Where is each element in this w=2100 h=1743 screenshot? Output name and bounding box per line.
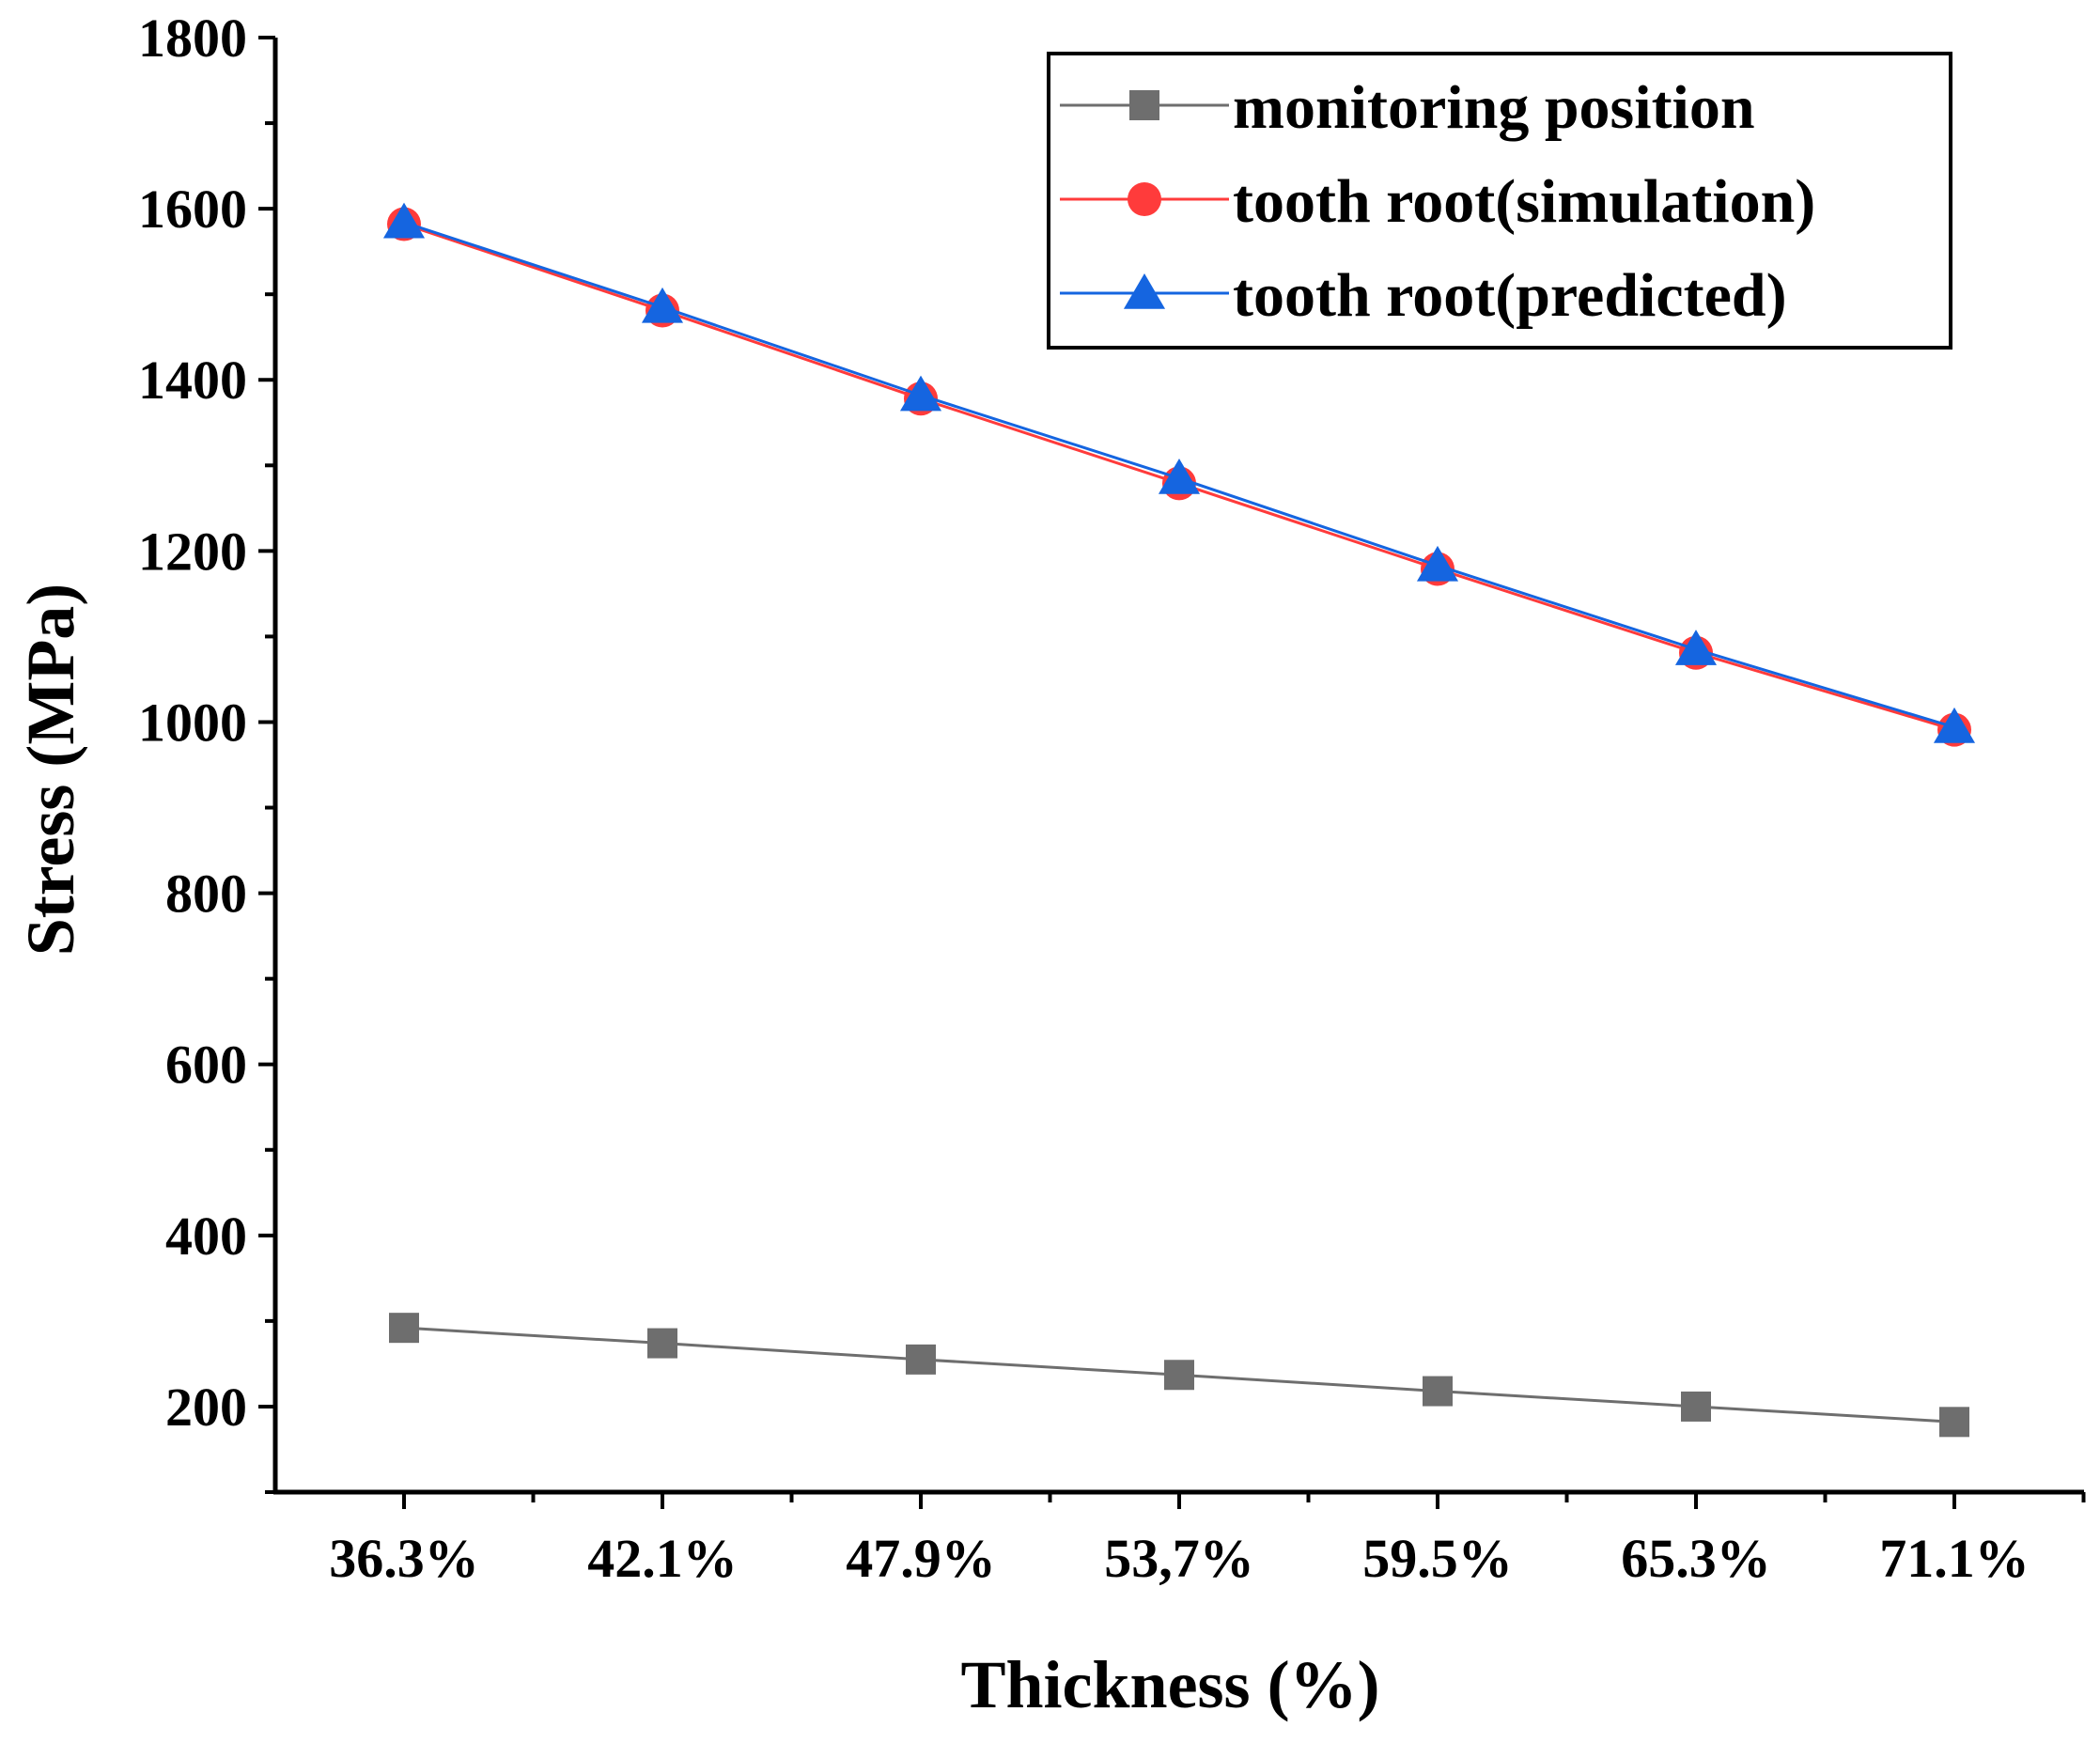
y-tick-label: 200 [165, 1377, 247, 1438]
y-tick-label: 1600 [138, 179, 247, 240]
data-point [1164, 1360, 1194, 1391]
y-axis-title: Stress (MPa) [13, 584, 88, 957]
data-point [1423, 1376, 1453, 1407]
x-tick-label: 71.1% [1879, 1528, 2030, 1589]
y-tick-label: 400 [165, 1206, 247, 1267]
series-monitoring-position [389, 1313, 1969, 1438]
x-axis-title: Thickness (%) [960, 1647, 1379, 1722]
legend-label: monitoring position [1233, 73, 1755, 142]
y-tick-label: 1200 [138, 521, 247, 582]
axes: 200 400 600 800 1000 1200 1400 1600 1800 36.3% 42.… [138, 8, 2086, 1589]
x-tick-label: 47.9% [846, 1528, 996, 1589]
legend-label: tooth root(simulation) [1233, 167, 1815, 236]
legend-marker [1128, 182, 1161, 216]
legend-item: tooth root(simulation) [1060, 167, 1815, 236]
data-point [1681, 1391, 1711, 1422]
y-tick-label: 1800 [138, 8, 247, 69]
x-tick-label: 53,7% [1104, 1528, 1254, 1589]
y-tick-label: 1400 [138, 350, 247, 411]
data-point [906, 1344, 936, 1375]
legend-item: monitoring position [1060, 73, 1755, 142]
data-point [899, 375, 942, 412]
data-point [1674, 630, 1718, 665]
data-point [1416, 545, 1459, 582]
series-layer [382, 202, 1976, 1438]
legend-marker [1123, 273, 1166, 309]
data-point [389, 1313, 419, 1344]
x-tick-label: 36.3% [329, 1528, 479, 1589]
data-point [1158, 458, 1201, 494]
x-tick-label: 42.1% [587, 1528, 738, 1589]
y-tick-label: 600 [165, 1035, 247, 1096]
y-tick-label: 800 [165, 864, 247, 925]
legend-label: tooth root(predicted) [1233, 261, 1787, 330]
data-point [1939, 1407, 1969, 1438]
y-tick-label: 1000 [138, 692, 247, 753]
x-tick-label: 59.5% [1362, 1528, 1513, 1589]
legend-marker [1129, 90, 1159, 120]
data-point [1933, 707, 1976, 743]
data-point [647, 1328, 677, 1359]
series-tooth-root-predicted- [382, 202, 1976, 743]
legend: monitoring position tooth root(simulation… [1047, 52, 1952, 350]
x-tick-label: 65.3% [1621, 1528, 1771, 1589]
data-point [382, 202, 426, 239]
legend-item: tooth root(predicted) [1060, 261, 1787, 330]
data-point [641, 287, 684, 323]
